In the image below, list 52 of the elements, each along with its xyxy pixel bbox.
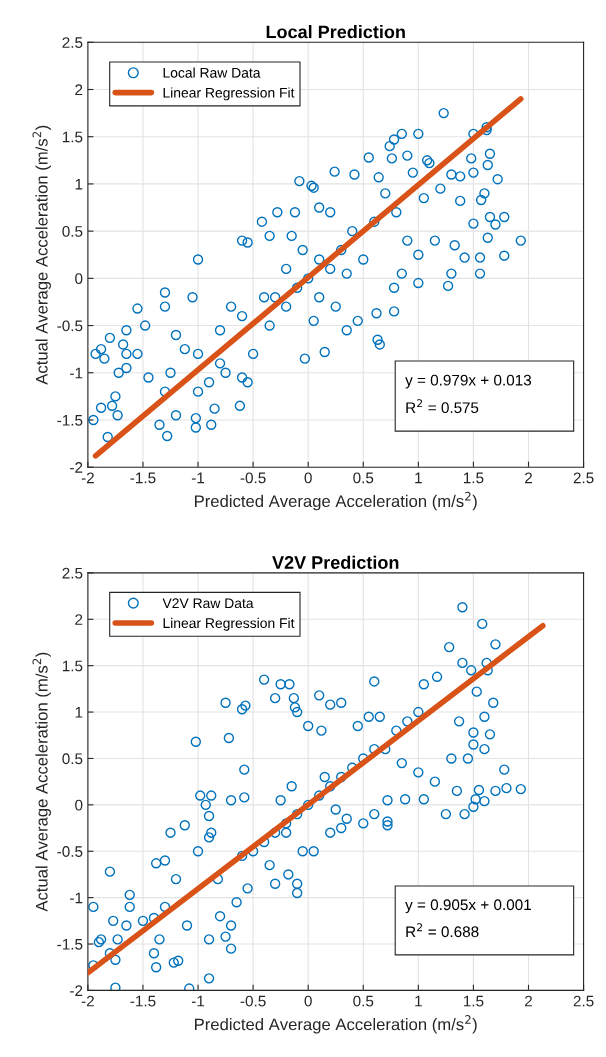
chart-title: Local Prediction	[266, 25, 405, 39]
legend-label: Linear Regression Fit	[163, 87, 295, 101]
y-axis-title: Actual Average Acceleration (m/s$^{2}$)	[32, 652, 51, 912]
y-tick-label: -1.5	[57, 415, 83, 426]
y-tick-label: 2.5	[62, 567, 83, 579]
x-tick-label: -1	[191, 995, 205, 1007]
x-axis-title: Predicted Average Acceleration (m/s$^{2}$)	[195, 1015, 477, 1034]
y-tick-label: -1	[70, 892, 83, 904]
y-tick-label: 2	[75, 84, 83, 96]
y-tick-label: 0.5	[62, 753, 83, 765]
x-tick-label: 0.5	[353, 995, 374, 1007]
x-tick-label: 1	[415, 472, 422, 484]
x-tick-label: 0	[304, 995, 312, 1007]
y-tick-label: 0	[75, 799, 83, 811]
x-tick-label: 2	[525, 995, 532, 1007]
y-tick-label: 0.5	[62, 226, 83, 237]
x-tick-label: 2.5	[573, 995, 594, 1007]
y-tick-label: 2	[75, 614, 83, 625]
y-tick-label: -0.5	[57, 846, 83, 857]
y-tick-label: -2	[70, 462, 83, 473]
annotation: y = 0.979x + 0.013	[405, 374, 532, 389]
y-tick-label: 1	[75, 707, 83, 718]
x-tick-label: 1.5	[463, 995, 484, 1007]
legend-label: Local Raw Data	[163, 67, 261, 78]
y-tick-label: 2.5	[62, 37, 83, 48]
y-tick-label: -1	[70, 367, 83, 379]
y-tick-label: -0.5	[57, 320, 83, 332]
x-tick-label: -0.5	[240, 472, 266, 484]
annotation: R$^{2}$ = 0.688	[406, 923, 479, 938]
x-tick-label: -0.5	[240, 995, 266, 1007]
y-axis-title: Actual Average Acceleration (m/s$^{2}$)	[32, 125, 51, 385]
y-tick-label: -1.5	[57, 939, 83, 950]
x-tick-label: 2	[525, 472, 532, 484]
y-tick-label: 0	[75, 273, 83, 285]
x-tick-label: 0	[304, 472, 312, 484]
x-tick-label: 1	[415, 995, 422, 1007]
x-tick-label: 1.5	[463, 472, 484, 484]
legend-label: V2V Raw Data	[162, 598, 254, 609]
y-tick-label: -2	[70, 985, 83, 996]
legend-label: Linear Regression Fit	[163, 617, 295, 631]
x-tick-label: 2.5	[573, 472, 594, 484]
chart-title: V2V Prediction	[272, 555, 399, 569]
x-axis-title: Predicted Average Acceleration (m/s$^{2}$)	[195, 491, 477, 511]
x-tick-label: 0.5	[353, 472, 374, 484]
annotation: y = 0.905x + 0.001	[405, 899, 531, 914]
x-tick-label: -1.5	[130, 995, 156, 1007]
y-tick-label: 1.5	[62, 131, 83, 143]
y-tick-label: 1	[75, 178, 83, 190]
x-tick-label: -1.5	[130, 472, 156, 484]
annotation: R$^{2}$ = 0.575	[406, 399, 479, 414]
y-tick-label: 1.5	[62, 660, 83, 672]
x-tick-label: -1	[191, 472, 205, 484]
